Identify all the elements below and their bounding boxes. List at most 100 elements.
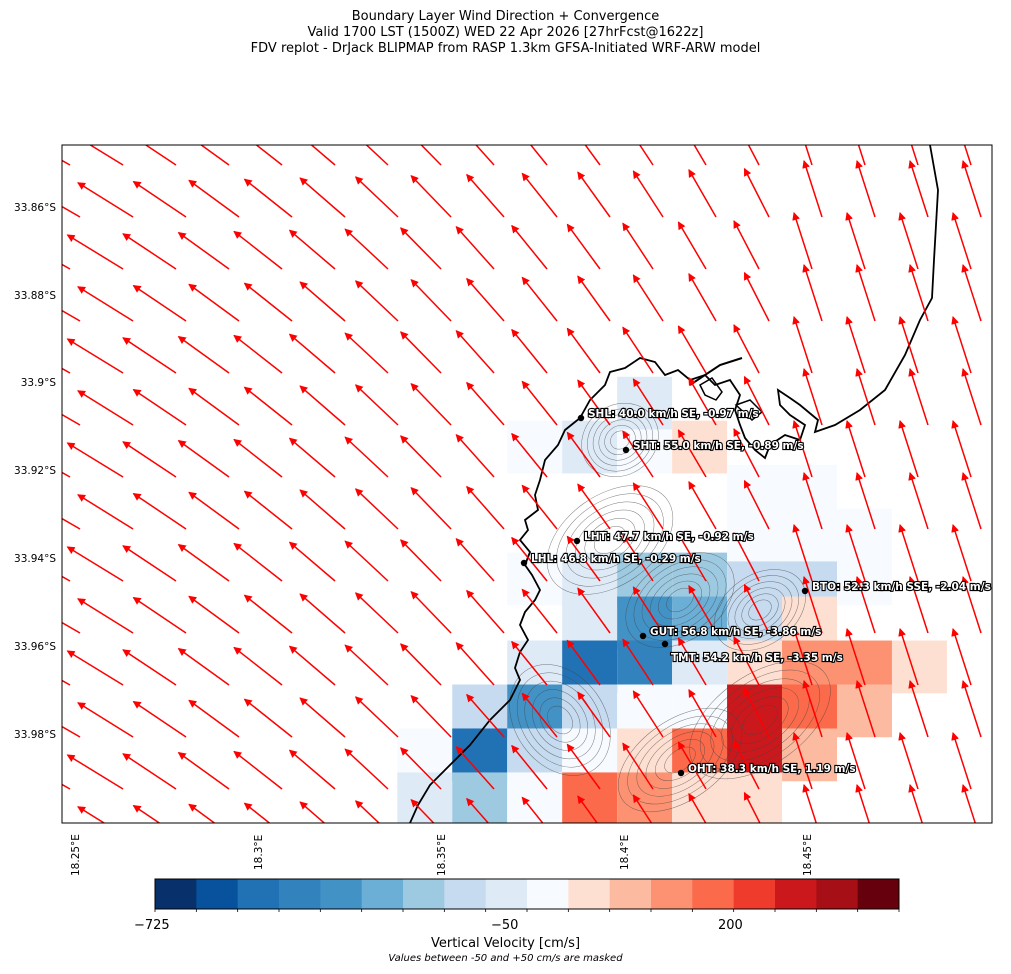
wind-vector — [177, 232, 230, 270]
wind-vector — [688, 689, 717, 738]
wind-vector — [400, 435, 442, 478]
colorbar-segment — [237, 879, 280, 909]
wind-vector — [898, 628, 919, 686]
colorbar-segment — [361, 879, 404, 909]
terrain-contour-line — [721, 687, 799, 753]
wind-vector — [132, 804, 161, 823]
colorbar-segment — [568, 879, 611, 909]
wind-vector — [88, 145, 124, 166]
wind-vector — [455, 226, 495, 270]
wind-vector — [677, 741, 707, 790]
wind-vector — [908, 160, 929, 218]
wind-vector — [898, 212, 919, 270]
wind-vector — [177, 336, 230, 374]
wind-vector — [62, 205, 81, 218]
wind-vector — [62, 159, 71, 166]
wind-vector — [62, 783, 71, 790]
wind-vector — [845, 212, 866, 270]
wind-vector — [855, 264, 876, 322]
wind-vector — [455, 538, 495, 582]
wind-vector — [743, 167, 770, 218]
wind-vector — [511, 640, 548, 686]
wind-vector — [733, 636, 760, 686]
wind-vector — [62, 679, 71, 686]
wind-vector — [410, 383, 452, 426]
velocity-cell — [397, 772, 453, 823]
station-label-lhl: LHL: 46.8 km/h SE, -0.29 m/s — [531, 553, 701, 565]
wind-vector — [855, 160, 876, 218]
wind-vector — [963, 145, 972, 166]
wind-vector — [132, 596, 187, 634]
wind-vector — [62, 309, 81, 322]
wind-vector — [177, 440, 230, 478]
terrain-contour-line — [748, 599, 772, 621]
colorbar-segment — [733, 879, 776, 909]
terrain-contour-line — [658, 580, 702, 620]
terrain-contour-line — [575, 509, 645, 571]
wind-vector — [845, 732, 866, 790]
station-point-sht — [622, 446, 630, 454]
wind-vector — [898, 524, 919, 582]
wind-vector — [233, 750, 283, 790]
station-point-lht — [573, 537, 581, 545]
wind-vector — [632, 482, 664, 530]
station-label-lht: LHT: 47.7 km/h SE, -0.92 m/s — [584, 531, 754, 543]
wind-vector — [632, 690, 664, 738]
wind-vector — [802, 160, 823, 218]
wind-vector — [802, 576, 823, 634]
terrain-contour-line — [731, 696, 789, 744]
wind-vector — [455, 746, 495, 790]
wind-vector — [792, 316, 813, 374]
wind-vector — [951, 212, 972, 270]
wind-vector — [951, 420, 972, 478]
velocity-cell — [507, 420, 563, 474]
wind-vector — [122, 649, 177, 686]
lat-tick-label: 33.86°S — [14, 202, 56, 214]
wind-vector — [521, 172, 558, 218]
colorbar-segment — [444, 879, 487, 909]
wind-vector — [243, 802, 271, 823]
wind-vector — [908, 368, 929, 426]
wind-vector — [62, 263, 71, 270]
wind-vector — [188, 699, 240, 738]
wind-vector — [743, 479, 770, 530]
station-label-shl: SHL: 40.0 km/h SE, -0.97 m/s — [588, 408, 759, 420]
wind-vector — [855, 472, 876, 530]
wind-vector — [77, 182, 134, 218]
wind-vector — [961, 576, 982, 634]
wind-vector — [802, 368, 823, 426]
station-label-oht: OHT: 38.3 km/h SE, 1.19 m/s — [688, 763, 856, 775]
lat-tick-label: 33.94°S — [14, 553, 56, 565]
wind-vector — [344, 228, 389, 270]
terrain-contour-line — [720, 575, 800, 645]
wind-vector — [908, 576, 929, 634]
terrain-contour-line — [594, 526, 626, 554]
colorbar-segment — [857, 879, 900, 909]
station-markers: SHL: 40.0 km/h SE, -0.97 m/s SHT: 55.0 km… — [520, 407, 992, 777]
terrain-contour-line — [633, 559, 727, 641]
wind-vector — [622, 742, 654, 790]
wind-vector — [354, 800, 381, 823]
velocity-cell — [617, 772, 673, 823]
lat-tick-label: 33.98°S — [14, 729, 56, 741]
wind-vector — [688, 273, 717, 322]
wind-vector — [354, 176, 399, 218]
wind-vector — [632, 274, 664, 322]
wind-vector — [188, 283, 240, 322]
wind-vector — [288, 645, 336, 686]
colorbar-segment — [403, 879, 445, 909]
wind-vector — [400, 539, 442, 582]
wind-vector — [857, 145, 866, 166]
wind-vector — [400, 643, 442, 686]
wind-vector — [792, 524, 813, 582]
chart-title: Boundary Layer Wind Direction + Converge… — [351, 9, 660, 24]
lon-tick-label: 18.25°E — [70, 834, 82, 876]
wind-vector — [66, 546, 124, 582]
wind-vector — [243, 698, 293, 738]
wind-vector — [66, 650, 124, 686]
wind-vector — [310, 145, 336, 166]
wind-vector — [62, 413, 81, 426]
colorbar-tick-label: −50 — [491, 918, 519, 933]
wind-vector — [577, 795, 598, 823]
wind-vector — [455, 330, 495, 374]
